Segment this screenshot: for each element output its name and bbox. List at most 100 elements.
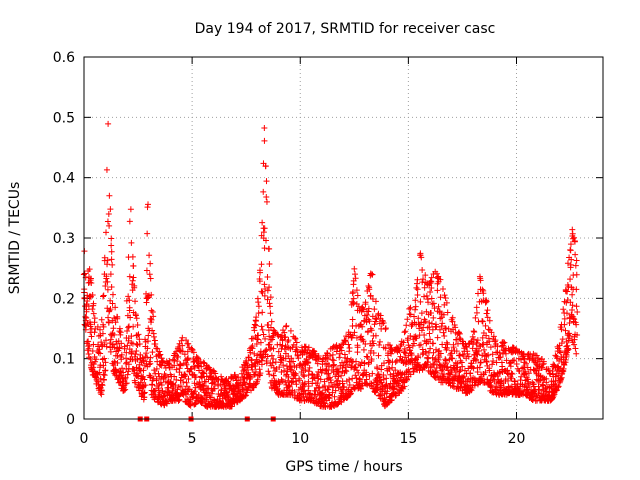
data-point (427, 280, 434, 287)
data-point (433, 324, 440, 331)
data-point (573, 321, 580, 328)
data-point (145, 332, 152, 339)
data-point (280, 362, 287, 369)
data-point (402, 354, 409, 361)
data-point (261, 124, 268, 131)
data-point (412, 303, 419, 310)
data-point (123, 355, 130, 362)
data-point (93, 377, 100, 384)
data-point (441, 333, 448, 340)
data-point (436, 361, 443, 368)
y-tick-label: 0.2 (53, 291, 75, 307)
data-point (134, 332, 141, 339)
data-point (314, 380, 321, 387)
data-point (314, 360, 321, 367)
data-point (266, 284, 273, 291)
data-point (198, 363, 205, 370)
data-point (539, 364, 546, 371)
data-point (401, 345, 408, 352)
data-point (483, 298, 490, 305)
data-point (453, 369, 460, 376)
data-point (411, 340, 418, 347)
data-point (176, 397, 183, 404)
data-point (183, 337, 190, 344)
data-point (490, 333, 497, 340)
data-point (521, 355, 528, 362)
data-point (264, 296, 271, 303)
data-point (378, 366, 385, 373)
data-point (282, 334, 289, 341)
data-point (349, 332, 356, 339)
data-point (108, 256, 115, 263)
data-point (255, 299, 262, 306)
y-tick-label: 0.3 (53, 231, 75, 247)
data-point (85, 338, 92, 345)
data-point (117, 378, 124, 385)
data-point (407, 311, 414, 318)
data-point (381, 360, 388, 367)
data-point (118, 351, 125, 358)
data-point (332, 387, 339, 394)
data-point (437, 350, 444, 357)
data-point (116, 344, 123, 351)
data-point (414, 286, 421, 293)
data-point (192, 374, 199, 381)
data-point (509, 357, 516, 364)
data-point (123, 349, 130, 356)
data-point (346, 376, 353, 383)
data-point (441, 292, 448, 299)
x-tick-label: 20 (508, 431, 526, 447)
data-point (430, 314, 437, 321)
data-point (325, 386, 332, 393)
data-point (420, 276, 427, 283)
data-point (184, 348, 191, 355)
data-point (483, 341, 490, 348)
data-point (427, 336, 434, 343)
data-point (124, 342, 131, 349)
data-point (146, 252, 153, 259)
data-point (181, 351, 188, 358)
data-point (261, 137, 268, 144)
data-point (496, 349, 503, 356)
data-point (351, 329, 358, 336)
data-point (555, 383, 562, 390)
data-point (333, 348, 340, 355)
data-point (176, 361, 183, 368)
data-point (364, 381, 371, 388)
data-point (473, 356, 480, 363)
data-point (104, 261, 111, 268)
data-point (567, 241, 574, 248)
data-point (472, 314, 479, 321)
data-point (396, 347, 403, 354)
data-point (261, 281, 268, 288)
data-point (326, 382, 333, 389)
data-point (253, 340, 260, 347)
data-point (410, 368, 417, 375)
data-point (490, 358, 497, 365)
data-point (566, 330, 573, 337)
data-point (296, 375, 303, 382)
data-point (342, 338, 349, 345)
data-point (302, 343, 309, 350)
data-point (121, 387, 128, 394)
data-point (100, 323, 107, 330)
data-point (369, 337, 376, 344)
data-point (474, 339, 481, 346)
data-point (180, 378, 187, 385)
data-point (112, 366, 119, 373)
data-point (572, 262, 579, 269)
data-point (179, 334, 186, 341)
data-point (359, 323, 366, 330)
data-points (80, 120, 581, 422)
data-point (176, 347, 183, 354)
data-point (84, 347, 91, 354)
data-point (427, 345, 434, 352)
data-point (109, 341, 116, 348)
data-point (470, 328, 477, 335)
data-point (110, 325, 117, 332)
y-tick-label: 0 (66, 412, 75, 428)
data-point (355, 369, 362, 376)
data-point (132, 351, 139, 358)
data-point (102, 283, 109, 290)
data-point (200, 369, 207, 376)
